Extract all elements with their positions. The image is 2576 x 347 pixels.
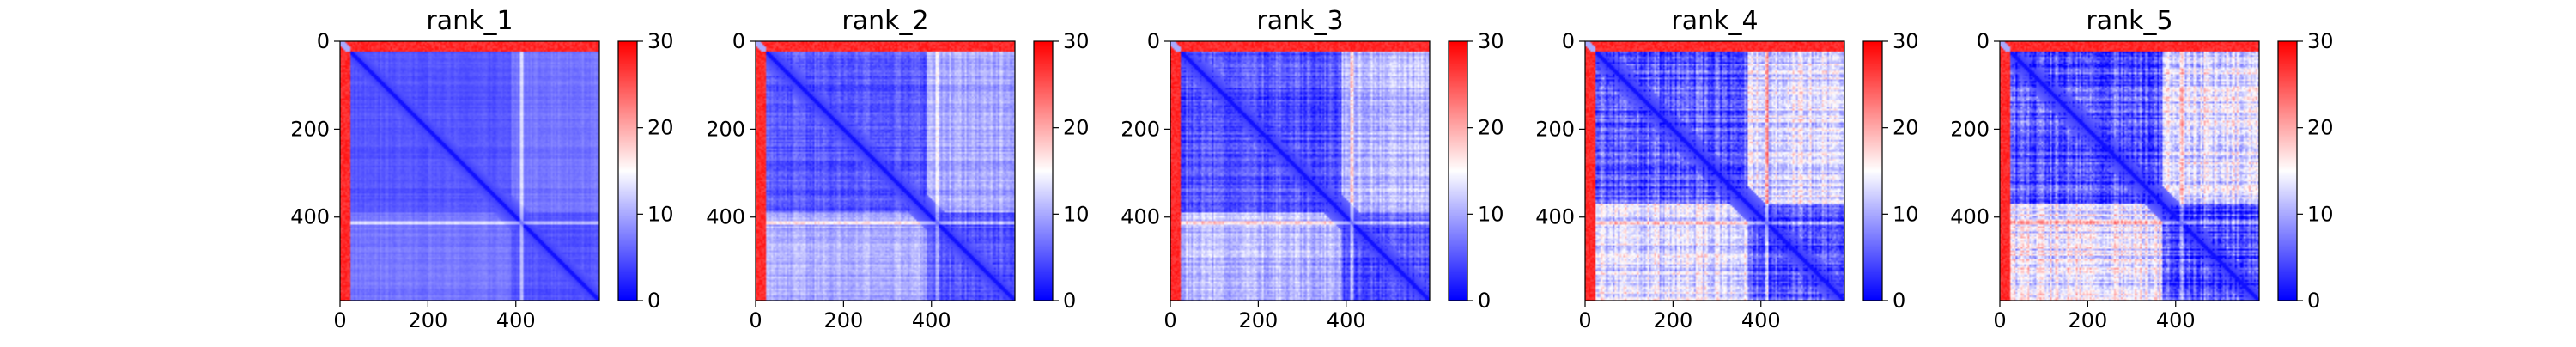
colorbar-frame	[1033, 40, 1054, 301]
heatmap-image	[2000, 41, 2259, 301]
y-tick-label: 0	[1977, 29, 1990, 53]
heatmap-panel-4: rank_4 0 200 400 0 200 400 0 10 20 30	[1535, 6, 1918, 332]
colorbar-tick-label: 30	[1478, 29, 1504, 53]
colorbar-tick-label: 20	[647, 116, 674, 140]
x-tick-label: 0	[1578, 308, 1591, 332]
colorbar-tick-label: 30	[2307, 29, 2334, 53]
colorbar-tick-label: 0	[2307, 289, 2320, 313]
heatmap-panel-1: rank_1 0 200 400 0 200 400 0 10 20 30	[290, 6, 673, 332]
colorbar	[1863, 41, 1882, 301]
y-tick-label: 200	[706, 117, 745, 141]
x-tick-label: 200	[823, 308, 863, 332]
panel-title: rank_4	[1671, 6, 1758, 36]
panel-title: rank_1	[426, 6, 513, 36]
colorbar-tick-label: 10	[1063, 202, 1090, 226]
y-tick-label: 200	[1121, 117, 1160, 141]
colorbar	[1449, 41, 1467, 301]
x-tick-label: 0	[1993, 308, 2006, 332]
colorbar-tick-label: 20	[1478, 116, 1504, 140]
x-tick-label: 400	[912, 308, 951, 332]
y-tick-label: 400	[706, 205, 745, 229]
y-tick-label: 200	[290, 117, 330, 141]
colorbar	[2278, 41, 2297, 301]
x-tick-label: 200	[408, 308, 447, 332]
heatmap-image	[1585, 41, 1844, 301]
y-tick-label: 0	[317, 29, 330, 53]
axes-frame	[1170, 40, 1431, 301]
heatmap-panel-3: rank_3 0 200 400 0 200 400 0 10 20 30	[1121, 6, 1504, 332]
axes-frame	[755, 40, 1016, 301]
colorbar	[1034, 41, 1053, 301]
heatmap-image	[756, 41, 1015, 301]
x-tick-label: 400	[2156, 308, 2196, 332]
x-tick-label: 200	[1238, 308, 1278, 332]
panel-title: rank_2	[841, 6, 928, 36]
y-tick-label: 400	[1535, 205, 1575, 229]
colorbar-tick-label: 20	[1893, 116, 1919, 140]
y-tick-label: 200	[1535, 117, 1575, 141]
panel-title: rank_3	[1256, 6, 1343, 36]
colorbar-tick-label: 20	[1063, 116, 1090, 140]
heatmap-panel-2: rank_2 0 200 400 0 200 400 0 10 20 30	[706, 6, 1089, 332]
colorbar-tick-label: 10	[1478, 202, 1504, 226]
x-tick-label: 0	[333, 308, 346, 332]
colorbar-tick-label: 0	[1063, 289, 1076, 313]
axes-frame	[339, 40, 600, 301]
colorbar-tick-label: 0	[647, 289, 660, 313]
y-tick-label: 0	[732, 29, 745, 53]
x-tick-label: 400	[496, 308, 536, 332]
colorbar-tick-label: 10	[1893, 202, 1919, 226]
colorbar-tick-label: 20	[2307, 116, 2334, 140]
y-tick-label: 0	[1147, 29, 1160, 53]
colorbar-tick-label: 30	[1063, 29, 1090, 53]
colorbar-frame	[617, 40, 638, 301]
colorbar-frame	[2277, 40, 2298, 301]
y-tick-label: 400	[290, 205, 330, 229]
x-tick-label: 0	[749, 308, 762, 332]
colorbar	[618, 41, 637, 301]
heatmap-image	[1170, 41, 1430, 301]
colorbar-tick-label: 0	[1478, 289, 1491, 313]
colorbar-tick-label: 10	[647, 202, 674, 226]
x-tick-label: 0	[1163, 308, 1176, 332]
x-tick-label: 400	[1741, 308, 1781, 332]
y-tick-label: 400	[1121, 205, 1160, 229]
y-tick-label: 200	[1950, 117, 1990, 141]
axes-frame	[1999, 40, 2260, 301]
panel-title: rank_5	[2086, 6, 2172, 36]
colorbar-tick-label: 30	[1893, 29, 1919, 53]
colorbar-frame	[1862, 40, 1883, 301]
axes-frame	[1584, 40, 1845, 301]
colorbar-tick-label: 30	[647, 29, 674, 53]
colorbar-frame	[1448, 40, 1468, 301]
heatmap-image	[340, 41, 599, 301]
colorbar-tick-label: 0	[1893, 289, 1905, 313]
x-tick-label: 200	[2068, 308, 2107, 332]
y-tick-label: 0	[1562, 29, 1575, 53]
x-tick-label: 200	[1653, 308, 1692, 332]
heatmap-panel-5: rank_5 0 200 400 0 200 400 0 10 20 30	[1950, 6, 2333, 332]
y-tick-label: 400	[1950, 205, 1990, 229]
colorbar-tick-label: 10	[2307, 202, 2334, 226]
x-tick-label: 400	[1327, 308, 1366, 332]
